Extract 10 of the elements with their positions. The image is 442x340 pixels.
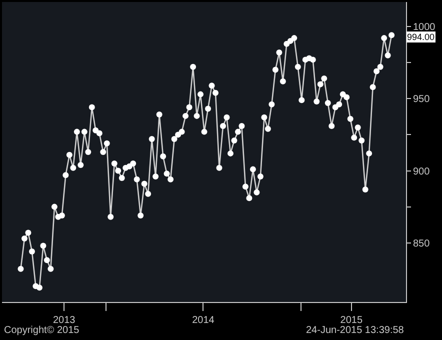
x-tick-label: 2015	[340, 315, 363, 326]
x-tick-label: 2013	[52, 315, 76, 326]
text: 24-Jun-2015 13:39:58	[306, 325, 404, 336]
annotation: 994.00	[407, 32, 435, 42]
y-tick-label: 1000	[413, 22, 436, 34]
y-tick-label: 950	[413, 94, 430, 106]
y-tick-label: 900	[413, 166, 430, 178]
text: Copyright© 2015	[4, 325, 80, 336]
x-tick-label: 2014	[192, 315, 215, 326]
y-tick-label: 850	[413, 238, 430, 250]
